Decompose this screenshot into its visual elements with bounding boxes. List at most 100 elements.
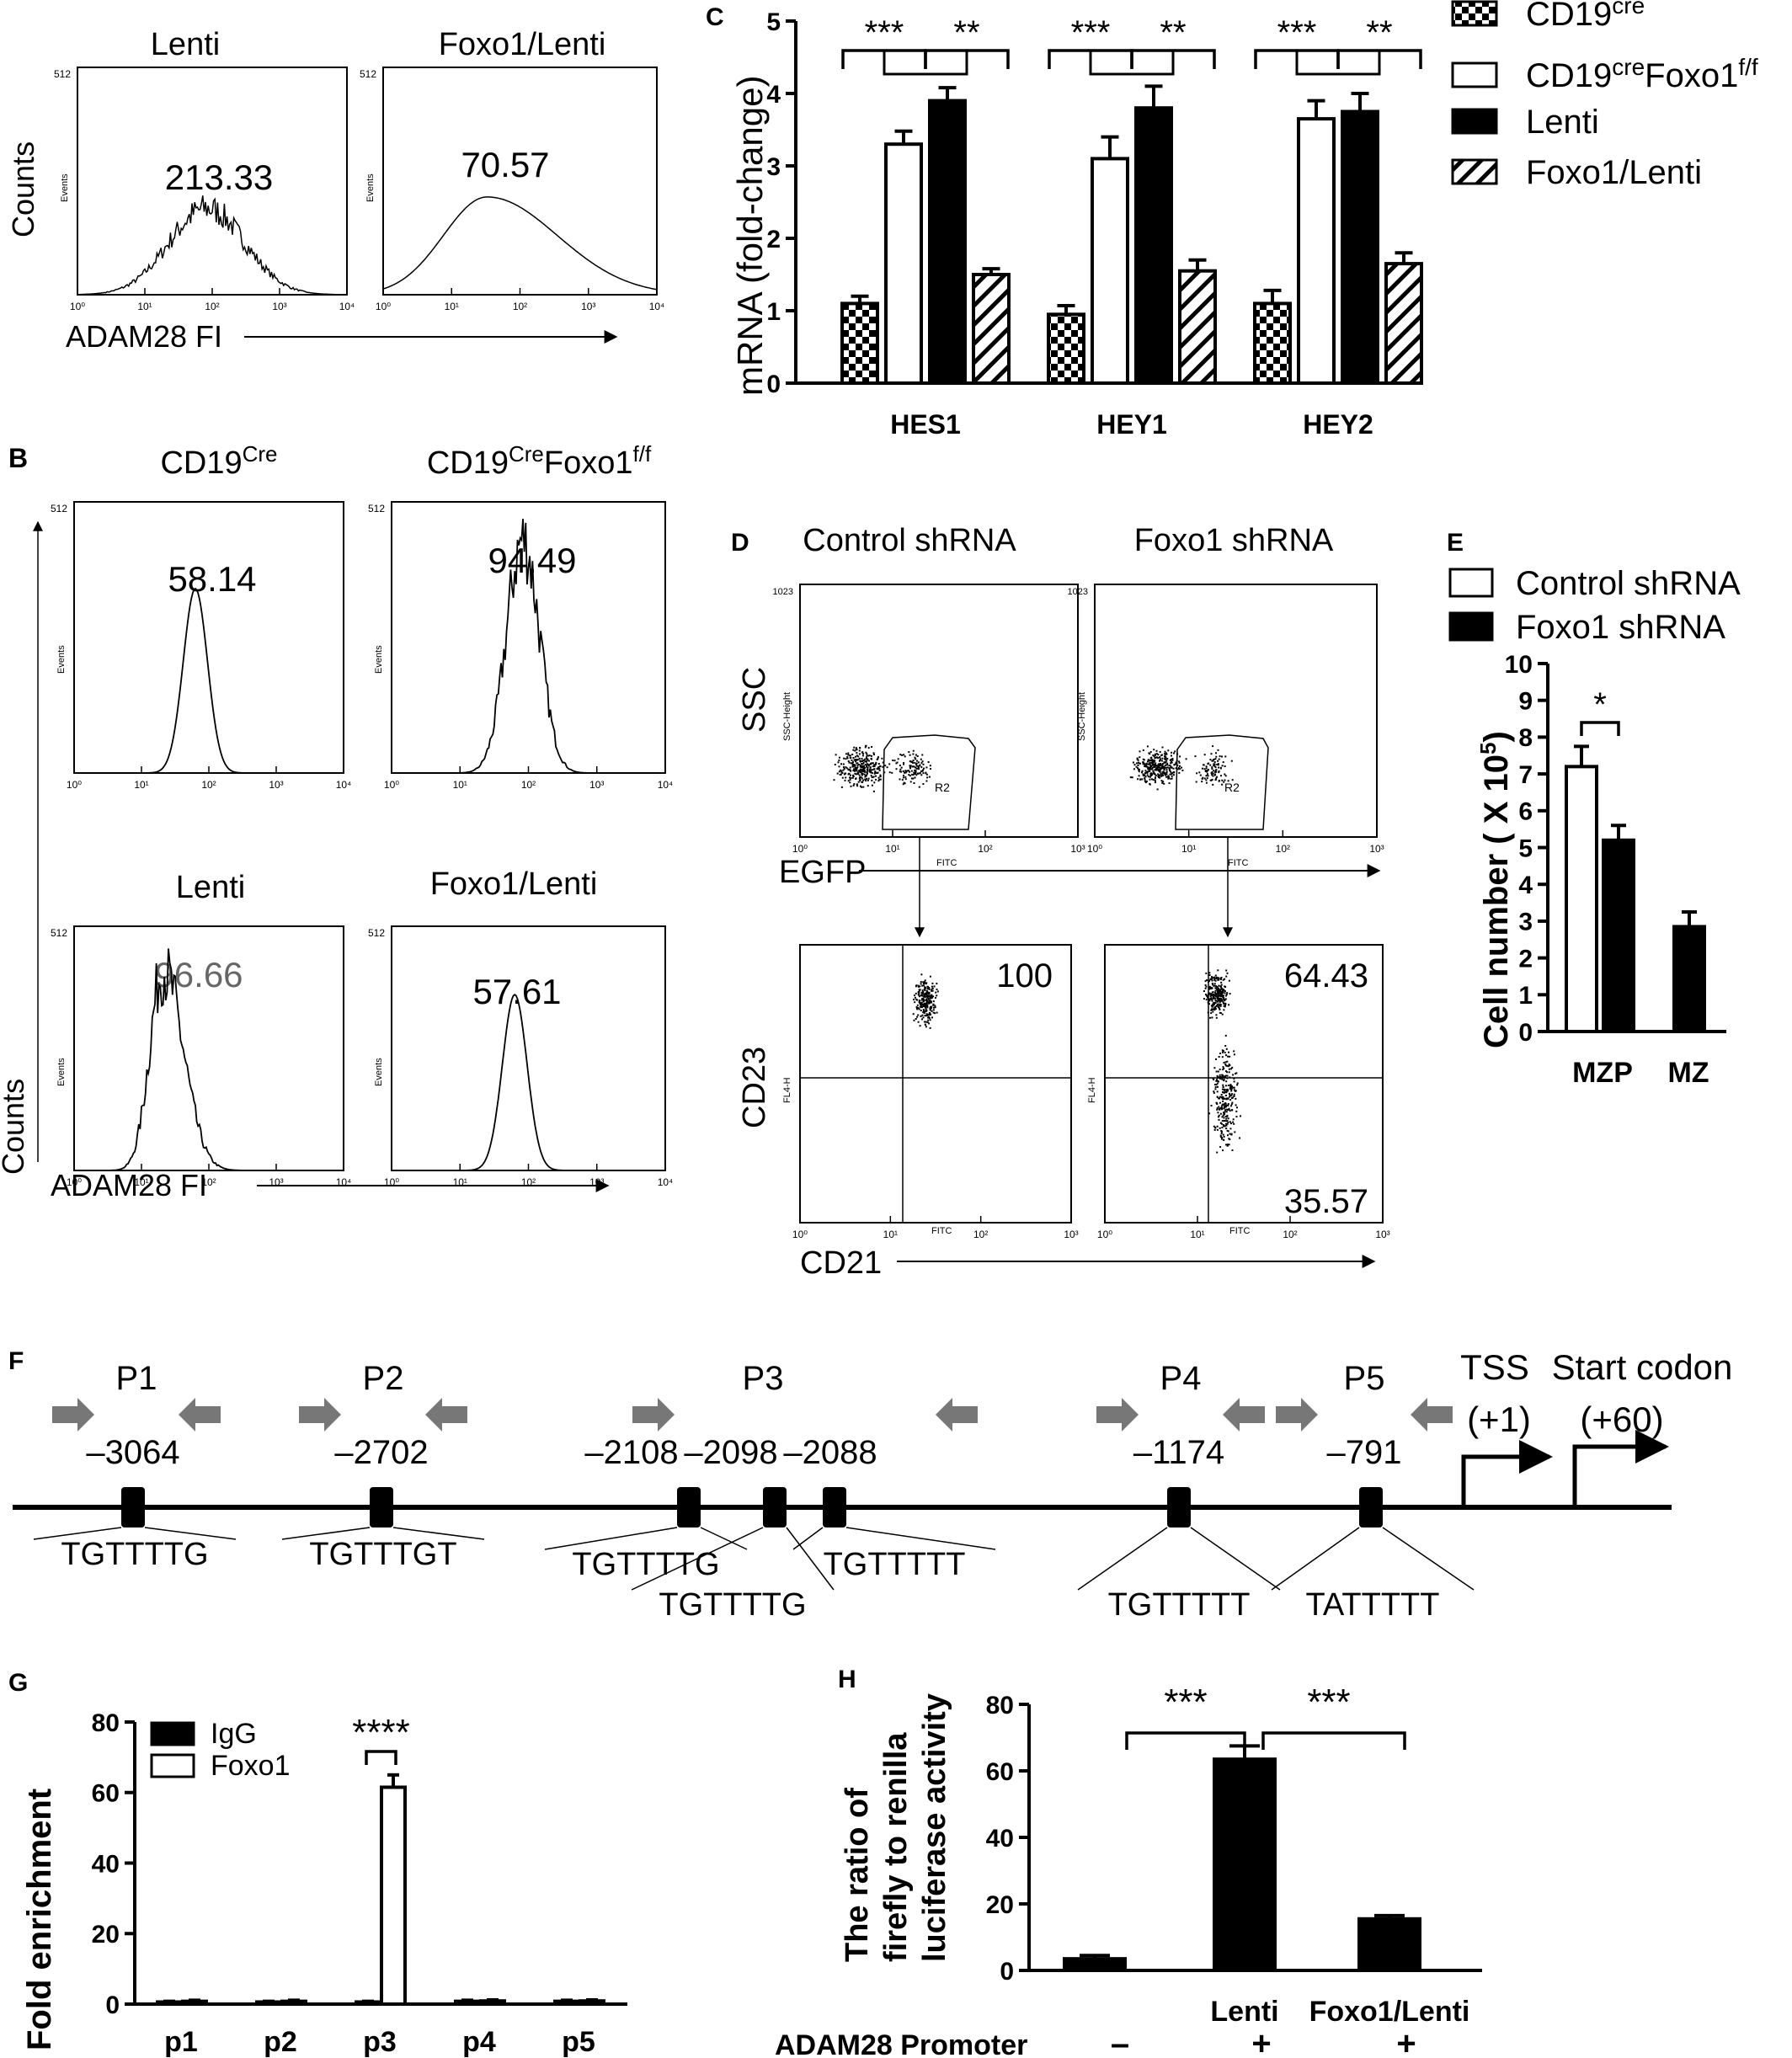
dot	[1212, 775, 1214, 777]
dot	[845, 767, 848, 770]
x-tick-label: 10²	[513, 301, 527, 312]
dot	[1231, 1085, 1233, 1088]
gate-r2	[1175, 734, 1269, 830]
axis-top-label: 512	[51, 503, 67, 514]
bar-mzp-control	[1565, 765, 1598, 1033]
dot	[1229, 1133, 1231, 1135]
axis-fl4-label: FL4-H	[1087, 1077, 1097, 1103]
dot	[1224, 1106, 1226, 1109]
dot	[923, 984, 925, 987]
dot	[1165, 752, 1167, 754]
dot	[900, 770, 903, 773]
dot	[1215, 1101, 1218, 1104]
dot	[1212, 993, 1214, 995]
dot	[1233, 1093, 1235, 1096]
dot	[877, 766, 880, 769]
dot	[1222, 1069, 1224, 1071]
dot	[1223, 1061, 1225, 1064]
dot	[1218, 1097, 1220, 1100]
dot	[870, 757, 872, 760]
dot	[1226, 1060, 1229, 1063]
sig-bracket-1-label: ***	[1071, 14, 1111, 51]
dot	[1221, 779, 1224, 781]
promoter-sign: –	[1111, 2025, 1129, 2058]
dot	[861, 763, 863, 765]
dot	[926, 997, 929, 1000]
dot	[1224, 1106, 1227, 1108]
dot	[881, 757, 883, 760]
dot	[1220, 978, 1222, 980]
dot	[1215, 752, 1217, 754]
dot	[927, 1016, 930, 1019]
dot	[1165, 761, 1167, 763]
dot	[1146, 774, 1149, 776]
dot	[1155, 769, 1158, 771]
dot	[843, 768, 845, 770]
dot	[1229, 1055, 1231, 1058]
dot	[916, 1016, 919, 1018]
dot	[1142, 749, 1144, 751]
promoter-sign: +	[1396, 2025, 1416, 2058]
dot	[925, 1000, 928, 1001]
x-tick-label: 10³	[1375, 1229, 1389, 1240]
dot	[864, 764, 867, 766]
dot	[867, 764, 870, 766]
dot	[933, 1006, 935, 1009]
dot	[1167, 777, 1170, 780]
x-tick-label: 10⁴	[339, 301, 355, 312]
sig-bracket-2-label: **	[1366, 14, 1392, 51]
primer-label: P5	[1344, 1360, 1385, 1397]
bar-hey2-3	[1384, 262, 1423, 385]
axis-events-label: Events	[56, 645, 67, 674]
dot	[876, 767, 878, 770]
dot	[1149, 765, 1151, 768]
dot	[879, 774, 882, 776]
dot	[1222, 989, 1224, 992]
dot	[1214, 992, 1217, 994]
dot	[1216, 991, 1219, 994]
bar-h-2	[1357, 1917, 1421, 1972]
dot	[1228, 1051, 1229, 1053]
dot	[1149, 778, 1151, 781]
dot	[1229, 1110, 1231, 1112]
dot	[1217, 1000, 1219, 1003]
dot	[867, 765, 870, 767]
dot	[1224, 1005, 1226, 1008]
dot	[1168, 782, 1171, 785]
dot	[1171, 758, 1174, 760]
dot	[920, 994, 922, 997]
dot	[1229, 1064, 1231, 1067]
dot	[1223, 1091, 1225, 1094]
panel-g-ylabel: Fold enrichment	[21, 1789, 58, 2050]
dot	[1152, 772, 1155, 775]
dot	[920, 973, 923, 976]
dot	[1208, 1000, 1211, 1002]
dot	[1213, 1007, 1216, 1010]
dot	[899, 754, 902, 756]
dot	[922, 769, 925, 771]
dot	[904, 778, 907, 781]
dot	[872, 790, 875, 792]
bar-hey1-2	[1134, 106, 1173, 385]
dot	[1225, 1064, 1227, 1067]
dot	[1214, 773, 1217, 776]
dot	[891, 771, 893, 774]
dot	[848, 761, 851, 764]
dot	[1168, 766, 1171, 769]
dot	[904, 770, 907, 772]
dot	[1214, 991, 1216, 994]
dot	[1141, 771, 1143, 774]
dot	[1210, 994, 1213, 996]
dot	[1231, 779, 1234, 781]
dot	[925, 1003, 927, 1005]
x-tick-label: 10⁰	[376, 301, 391, 312]
y-tick-label: 0	[1000, 1958, 1014, 1986]
x-tick-label: 10⁰	[384, 1176, 399, 1188]
x-tick-label: 10²	[205, 301, 219, 312]
dot	[1220, 1131, 1223, 1133]
sig-bracket	[1580, 721, 1620, 736]
dot	[924, 994, 926, 996]
dot	[921, 754, 924, 756]
dot	[925, 992, 927, 994]
dot	[1240, 1115, 1241, 1117]
